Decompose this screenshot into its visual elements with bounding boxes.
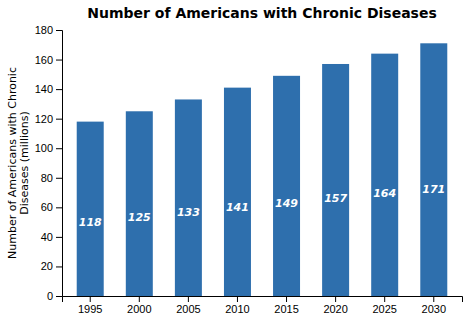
x-tick: 2030 [422,296,446,315]
y-tick: 100 [35,142,62,154]
x-tick-label: 2010 [225,303,249,315]
bar [371,54,398,296]
x-tick-mark [188,296,189,302]
y-tick: 40 [41,231,62,243]
y-tick-mark [56,30,62,31]
y-tick: 180 [35,24,62,36]
x-tick-mark [286,296,287,302]
y-tick-mark [56,207,62,208]
y-tick-label: 40 [41,231,53,243]
x-tick-label: 1995 [78,303,102,315]
x-tick-label: 2020 [323,303,347,315]
x-tick-mark [139,296,140,302]
y-tick-mark [56,296,62,297]
x-tick-mark [237,296,238,302]
bar [224,88,251,296]
y-tick-label: 120 [35,113,53,125]
x-tick-mark [433,296,434,302]
x-tick-label: 2000 [127,303,151,315]
data-label: 149 [275,197,298,210]
y-tick-mark [56,178,62,179]
x-tick-mark [335,296,336,302]
y-tick: 0 [47,290,62,302]
bar [420,43,447,296]
x-tick: 2000 [127,296,151,315]
data-labels: 118 125 133 141 149 157 164 171 [79,183,446,229]
y-tick: 80 [41,172,62,184]
plot: 1995 2000 2005 2010 2015 2020 2025 2030 0 20 40 60 8… [35,24,463,315]
x-axis-line [63,297,463,303]
y-tick: 140 [35,83,62,95]
y-tick-label: 0 [47,290,53,302]
x-tick: 2010 [225,296,249,315]
x-tick-label: 2025 [372,303,396,315]
x-tick: 2015 [274,296,298,315]
x-tick-label: 2030 [422,303,446,315]
bar [126,111,153,296]
bar [175,99,202,296]
x-tick-mark [90,296,91,302]
data-label: 125 [128,211,151,224]
y-tick-label: 20 [41,260,53,272]
x-tick: 2005 [176,296,200,315]
bar [273,76,300,296]
title: Number of Americans with Chronic Disease… [87,5,437,21]
bar [322,64,349,296]
x-tick-label: 2005 [176,303,200,315]
y-tick-mark [56,266,62,267]
bar [77,122,104,296]
x-axis: 1995 2000 2005 2010 2015 2020 2025 2030 [63,296,463,315]
data-label: 164 [373,187,396,200]
x-tick: 2020 [323,296,347,315]
y-axis-title-line: Diseases (millions) [18,111,31,214]
y-tick: 20 [41,260,62,272]
data-label: 118 [79,216,102,229]
y-tick: 120 [35,113,62,125]
bars [77,43,448,296]
y-tick-label: 160 [35,54,53,66]
x-tick: 1995 [78,296,102,315]
y-tick-mark [56,60,62,61]
x-tick: 2025 [372,296,396,315]
y-tick-mark [56,148,62,149]
y-tick-mark [56,119,62,120]
x-tick-mark [384,296,385,302]
y-tick-label: 180 [35,24,53,36]
y-axis-title: Number of Americans with ChronicDiseases… [6,67,31,259]
y-tick-mark [56,89,62,90]
y-tick-label: 100 [35,142,53,154]
data-label: 133 [177,206,200,219]
y-tick-mark [56,237,62,238]
y-axis-line [56,31,63,297]
data-label: 141 [226,201,249,214]
y-tick-label: 60 [41,201,53,213]
chart: 1995 2000 2005 2010 2015 2020 2025 2030 0 20 40 60 8… [0,0,474,322]
y-tick-label: 80 [41,172,53,184]
y-tick-label: 140 [35,83,53,95]
data-label: 171 [422,183,445,196]
y-tick: 60 [41,201,62,213]
y-tick: 160 [35,54,62,66]
y-axis: 0 20 40 60 80 100 120 140 160 180 [35,24,63,302]
data-label: 157 [324,192,347,205]
x-tick-label: 2015 [274,303,298,315]
